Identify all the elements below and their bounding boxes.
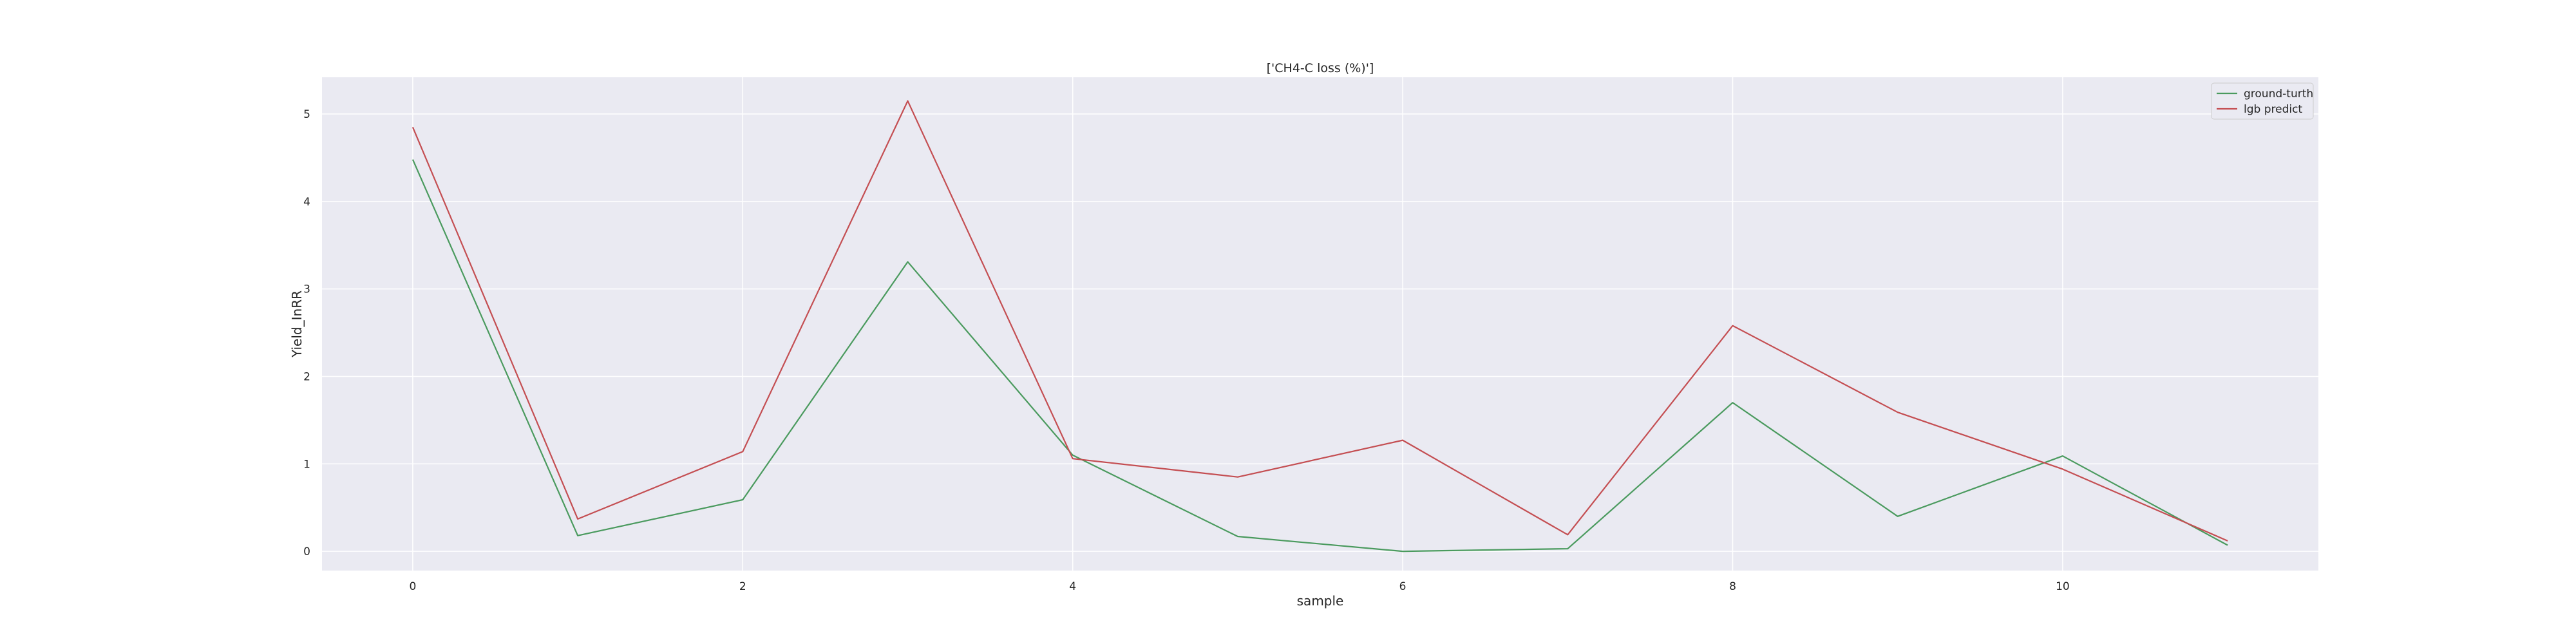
x-tick-label: 4: [1069, 580, 1076, 593]
y-axis-label: Yield_InRR: [289, 290, 305, 358]
series-layer: [412, 100, 2228, 553]
y-tick-label: 4: [303, 196, 310, 209]
grid: [322, 77, 2318, 571]
y-tick-label: 0: [303, 545, 310, 558]
x-tick-label: 10: [2056, 580, 2070, 593]
legend-label: ground-turth: [2244, 88, 2313, 100]
x-axis-label: sample: [1297, 593, 1344, 609]
x-tick-label: 2: [739, 580, 746, 593]
x-tick-labels: 0 2 4 6 8 10: [409, 580, 2069, 593]
y-tick-labels: 0 1 2 3 4 5: [303, 108, 310, 558]
series-line-ground-turth: [412, 159, 2228, 553]
y-tick-label: 1: [303, 458, 310, 471]
y-tick-label: 2: [303, 370, 310, 383]
y-tick-label: 3: [303, 283, 310, 296]
legend-frame: [2211, 82, 2314, 120]
x-tick-label: 8: [1729, 580, 1736, 593]
legend: ground-turth lgb predict: [2211, 82, 2314, 120]
legend-label: lgb predict: [2244, 103, 2302, 116]
x-tick-label: 0: [409, 580, 416, 593]
y-tick-label: 5: [303, 108, 310, 121]
chart-title: ['CH4-C loss (%)']: [1267, 61, 1374, 75]
x-tick-label: 6: [1399, 580, 1406, 593]
plot-area: [322, 77, 2318, 571]
series-line-lgb-predict: [412, 100, 2228, 542]
